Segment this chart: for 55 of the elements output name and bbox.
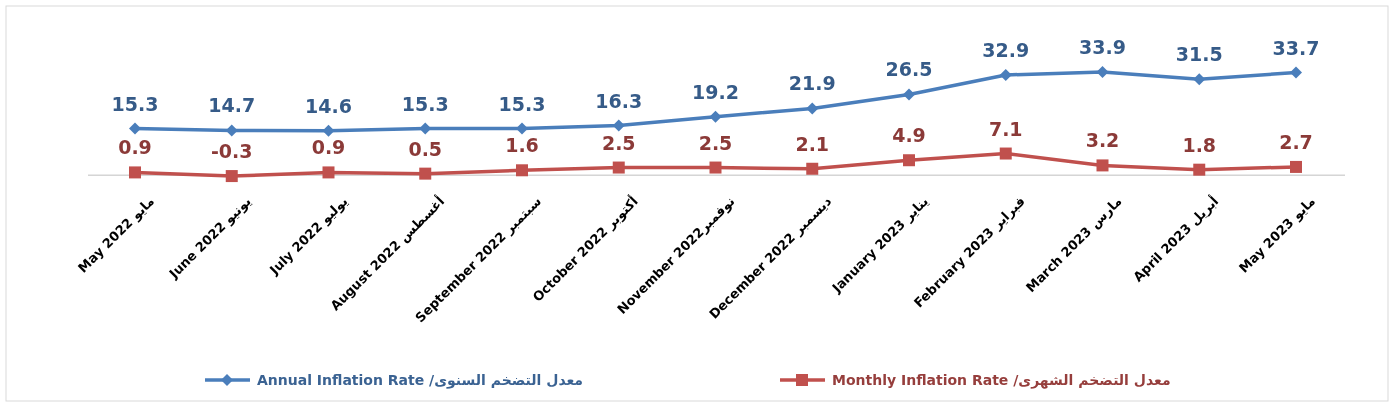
- data-label: 1.6: [505, 134, 539, 157]
- data-label: 2.5: [601, 131, 636, 154]
- point: [999, 147, 1012, 160]
- point: [1290, 160, 1302, 173]
- point: [129, 166, 141, 179]
- point: [1193, 73, 1206, 86]
- data-label: 1.8: [1182, 133, 1217, 156]
- point: [129, 122, 141, 135]
- data-label: 14.7: [208, 94, 256, 117]
- data-label: 14.6: [305, 94, 352, 117]
- point: [903, 154, 915, 167]
- data-label: 15.3: [401, 92, 449, 115]
- data-label: 2.1: [795, 132, 830, 155]
- data-label: 0.9: [118, 136, 152, 159]
- data-label: 2.7: [1279, 130, 1313, 153]
- data-label: 19.2: [692, 80, 739, 103]
- data-label: 0.5: [408, 137, 443, 160]
- data-label: 33.7: [1272, 36, 1320, 59]
- x-tick-label: May 2023 مايو: [1236, 193, 1319, 276]
- x-tick-label: March 2023 مارس: [1023, 193, 1125, 296]
- data-label: 32.9: [982, 38, 1030, 61]
- point: [322, 166, 335, 179]
- point: [516, 164, 528, 177]
- point: [709, 161, 722, 174]
- legend-label: معدل التضخم السنوى/ Annual Inflation Rate: [257, 372, 584, 389]
- x-tick-label: May 2022 مايو: [75, 193, 158, 276]
- data-label: 15.3: [498, 92, 546, 115]
- point: [1290, 66, 1302, 79]
- point: [1096, 159, 1109, 172]
- data-label: 31.5: [1175, 43, 1223, 66]
- point: [1096, 65, 1109, 78]
- point: [999, 68, 1012, 81]
- point: [806, 102, 819, 115]
- data-label: 0.9: [311, 136, 346, 159]
- legend-label: معدل التضخم الشهرى/ Monthly Inflation Rate: [832, 372, 1171, 389]
- point: [806, 162, 819, 175]
- point: [516, 122, 528, 135]
- data-label: 21.9: [788, 72, 836, 95]
- data-label: 26.5: [885, 58, 933, 81]
- data-label: 15.3: [111, 92, 159, 115]
- point: [903, 88, 915, 101]
- x-tick-label: June 2022 يونيو: [165, 193, 254, 282]
- point: [1193, 163, 1206, 176]
- data-label: 7.1: [988, 117, 1023, 140]
- data-label: 16.3: [595, 89, 643, 112]
- point: [612, 161, 625, 174]
- point: [225, 170, 238, 183]
- data-label: 2.5: [698, 131, 733, 154]
- data-label: 4.9: [892, 124, 926, 147]
- point: [419, 167, 432, 180]
- data-label: 33.9: [1079, 35, 1126, 58]
- x-tick-label: April 2023 أبريل: [1129, 192, 1222, 285]
- data-label: -0.3: [210, 140, 253, 163]
- x-tick-label: July 2022 يوليو: [266, 193, 351, 279]
- data-label: 3.2: [1085, 129, 1120, 152]
